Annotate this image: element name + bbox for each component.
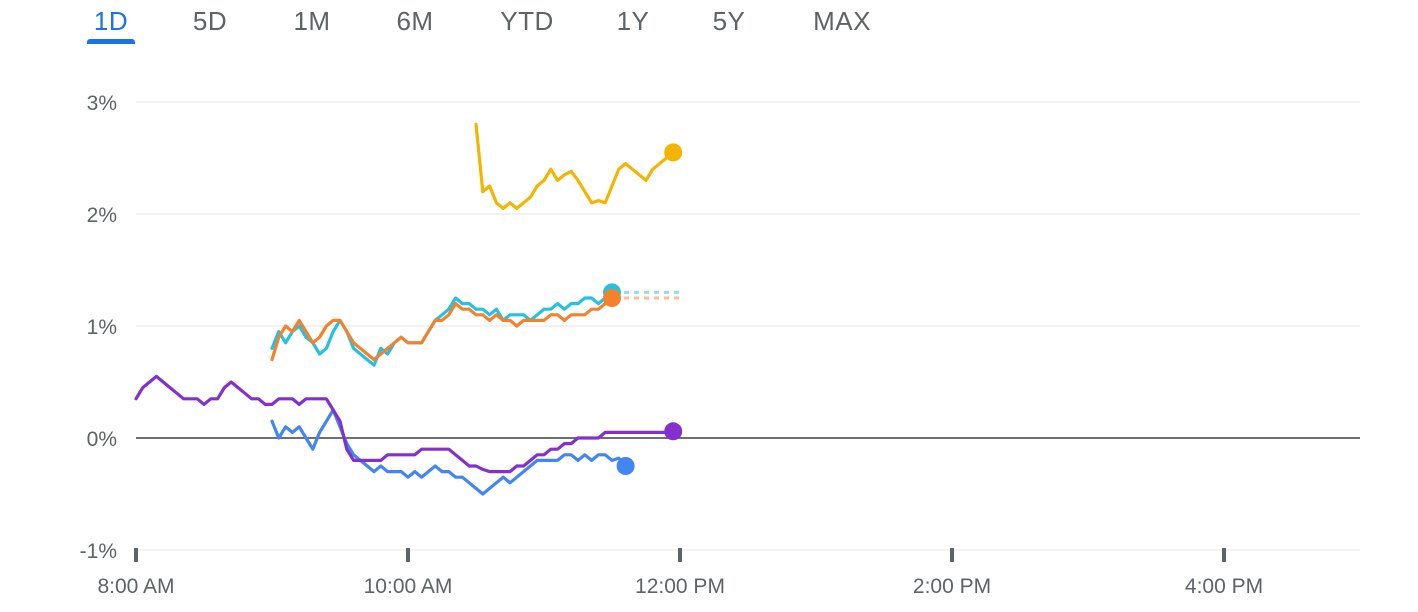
tab-ytd[interactable]: YTD	[500, 6, 554, 36]
series-end-dot-0[interactable]	[664, 143, 683, 162]
y-tick-label: 3%	[87, 92, 117, 115]
y-tick-label: 1%	[87, 316, 117, 339]
tab-max[interactable]: MAX	[813, 6, 871, 36]
time-range-tabs: 1D 5D 1M 6M YTD 1Y 5Y MAX	[0, 0, 1418, 48]
tab-6m[interactable]: 6M	[396, 6, 434, 36]
series-end-markers	[603, 143, 683, 475]
y-tick-label: 0%	[87, 428, 117, 451]
series-lines	[134, 122, 680, 496]
tab-1y[interactable]: 1Y	[616, 6, 650, 36]
grid-lines	[136, 101, 1360, 551]
tab-5y[interactable]: 5Y	[712, 6, 746, 36]
y-tick-label: -1%	[80, 540, 117, 563]
x-tick-label: 10:00 AM	[364, 575, 453, 598]
series-end-dot-4[interactable]	[664, 422, 683, 441]
tab-1m[interactable]: 1M	[293, 6, 331, 36]
series-line-2	[270, 296, 614, 362]
series-end-dot-3[interactable]	[616, 457, 635, 475]
tab-5d[interactable]: 5D	[192, 6, 228, 36]
tab-1d[interactable]: 1D	[93, 6, 129, 36]
x-tick-label: 2:00 PM	[913, 575, 991, 598]
x-tick-label: 4:00 PM	[1185, 575, 1263, 598]
series-line-3	[270, 408, 628, 496]
series-end-dot-2[interactable]	[603, 289, 621, 307]
series-line-0	[474, 122, 675, 210]
series-line-4	[134, 374, 675, 474]
x-tick-label: 8:00 AM	[97, 575, 174, 598]
active-tab-indicator	[87, 39, 135, 44]
x-tick-label: 12:00 PM	[635, 575, 725, 598]
y-tick-label: 2%	[87, 204, 117, 227]
series-line-1	[270, 290, 614, 367]
x-axis: 8:00 AM 10:00 AM 12:00 PM 2:00 PM 4:00 PM	[97, 548, 1263, 598]
y-axis-labels: 3% 2% 1% 0% -1%	[80, 92, 117, 563]
